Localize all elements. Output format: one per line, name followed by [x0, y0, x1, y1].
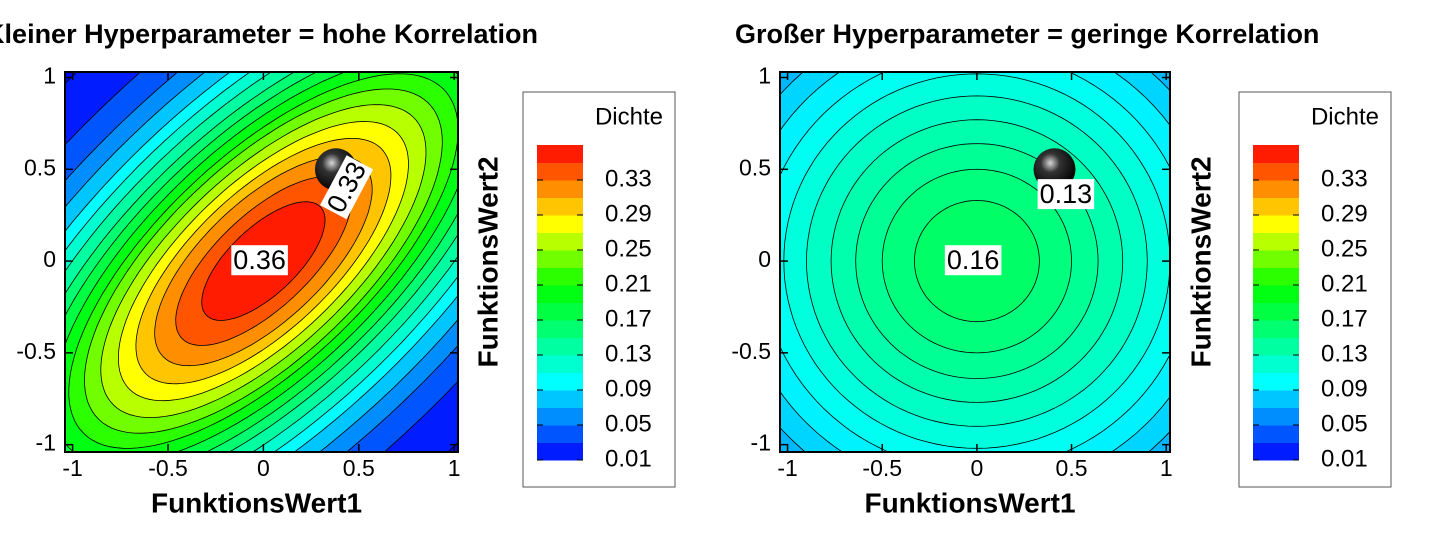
colorbar-band: [1253, 232, 1299, 251]
colorbar-band: [1253, 180, 1299, 198]
contour-label-group: 0.16: [944, 245, 1002, 276]
colorbar-tick-label: 0.01: [1321, 445, 1368, 472]
colorbar-tick-label: 0.05: [605, 410, 652, 437]
x-tick-label: -0.5: [862, 455, 902, 481]
colorbar-band: [1253, 145, 1299, 163]
y-tick-label: -1: [36, 430, 56, 456]
colorbar-tick-label: 0.21: [1321, 270, 1368, 297]
colorbar-title: Dichte: [1311, 103, 1379, 130]
colorbar-band: [537, 232, 583, 251]
x-tick-label: 0: [257, 455, 270, 481]
chart-title: Kleiner Hyperparameter = hohe Korrelatio…: [0, 19, 538, 49]
x-tick-label: 1: [1160, 455, 1173, 481]
colorbar-band: [537, 372, 583, 391]
colorbar-band: [1253, 372, 1299, 391]
colorbar-band: [537, 197, 583, 216]
plot-frame: [779, 71, 1171, 453]
y-tick-label: -0.5: [16, 338, 56, 364]
chart-title: Großer Hyperparameter = geringe Korrelat…: [735, 19, 1319, 49]
colorbar-tick-label: 0.29: [605, 200, 652, 227]
contour-area: 0.360.33: [65, 72, 458, 452]
y-tick-label: 0.5: [739, 154, 771, 180]
colorbar-band: [537, 285, 583, 303]
y-tick-label: 1: [43, 63, 56, 89]
x-tick-label: -0.5: [148, 455, 188, 481]
colorbar-title: Dichte: [595, 103, 663, 130]
panel: 0.16 0.13 -1 -0.5 0 0.5 1 -1 -0.5 0 0.5 1 Großer Hyp…: [731, 19, 1392, 518]
colorbar-tick-label: 0.01: [605, 445, 652, 472]
y-tick-label: 1: [758, 63, 771, 89]
contour-label-group: 0.13: [1037, 179, 1095, 210]
y-tick-label: 0.5: [24, 154, 56, 180]
colorbar-band: [1253, 320, 1299, 338]
colorbar-tick-label: 0.13: [1321, 340, 1368, 367]
colorbar-band: [537, 162, 583, 181]
colorbar-band: [537, 180, 583, 198]
x-tick-label: 0.5: [1056, 455, 1088, 481]
colorbar-band: [537, 250, 583, 268]
colorbar-tick-label: 0.17: [605, 305, 652, 332]
colorbar-band: [1253, 390, 1299, 408]
y-axis-label: FunktionsWert2: [1185, 156, 1216, 367]
y-tick-label: -1: [751, 430, 771, 456]
x-axis-label: FunktionsWert1: [864, 487, 1075, 518]
x-tick-label: 0.5: [343, 455, 375, 481]
colorbar-band: [537, 302, 583, 321]
colorbar-tick-label: 0.29: [1321, 200, 1368, 227]
colorbar-band: [1253, 285, 1299, 303]
y-tick-label: -0.5: [731, 338, 771, 364]
contour-label-bg: [231, 245, 288, 276]
colorbar-band: [537, 145, 583, 163]
contour-label: 0.16: [947, 245, 1000, 275]
colorbar-band: [1253, 425, 1299, 443]
colorbar-band: [537, 407, 583, 426]
colorbar-band: [1253, 162, 1299, 181]
contour-label-group: 0.36: [231, 245, 288, 276]
colorbar-band: [537, 425, 583, 443]
colorbar-band: [1253, 197, 1299, 216]
colorbar-band: [1253, 267, 1299, 286]
x-tick-label: 1: [448, 455, 461, 481]
colorbar-band: [537, 337, 583, 356]
colorbar-band: [1253, 442, 1299, 461]
colorbar-band: [1253, 337, 1299, 356]
y-tick-label: 0: [758, 246, 771, 272]
colorbar-tick-label: 0.17: [1321, 305, 1368, 332]
y-tick-label: 0: [43, 246, 56, 272]
colorbar-band: [537, 320, 583, 338]
colorbar-band: [537, 267, 583, 286]
colorbar-band: [537, 215, 583, 233]
colorbar-band: [1253, 250, 1299, 268]
y-axis-label: FunktionsWert2: [472, 156, 503, 367]
colorbar-band: [1253, 355, 1299, 373]
x-tick-label: -1: [62, 455, 82, 481]
colorbar-band: [537, 355, 583, 373]
colorbar-tick-label: 0.33: [1321, 165, 1368, 192]
contour-label-bg: [320, 155, 374, 220]
colorbar-tick-label: 0.21: [605, 270, 652, 297]
x-tick-label: 0: [970, 455, 983, 481]
x-tick-label: -1: [777, 455, 797, 481]
colorbar-tick-label: 0.33: [605, 165, 652, 192]
colorbar-band: [1253, 215, 1299, 233]
colorbar-tick-label: 0.25: [605, 235, 652, 262]
colorbar-tick-label: 0.25: [1321, 235, 1368, 262]
contour-label: 0.13: [1040, 179, 1093, 209]
plot-frame: [64, 71, 459, 453]
colorbar-tick-label: 0.05: [1321, 410, 1368, 437]
colorbar-band: [1253, 302, 1299, 321]
x-axis-label: FunktionsWert1: [151, 487, 362, 518]
colorbar-band: [537, 390, 583, 408]
contour-label-bg: [1037, 179, 1095, 210]
colorbar-band: [537, 442, 583, 461]
colorbar-tick-label: 0.09: [1321, 375, 1368, 402]
contour-label: 0.36: [233, 245, 286, 275]
colorbar-tick-label: 0.13: [605, 340, 652, 367]
colorbar-tick-label: 0.09: [605, 375, 652, 402]
colorbar-band: [1253, 407, 1299, 426]
contour-label-bg: [944, 245, 1002, 276]
contour-area: 0.16 0.13: [780, 72, 1170, 452]
